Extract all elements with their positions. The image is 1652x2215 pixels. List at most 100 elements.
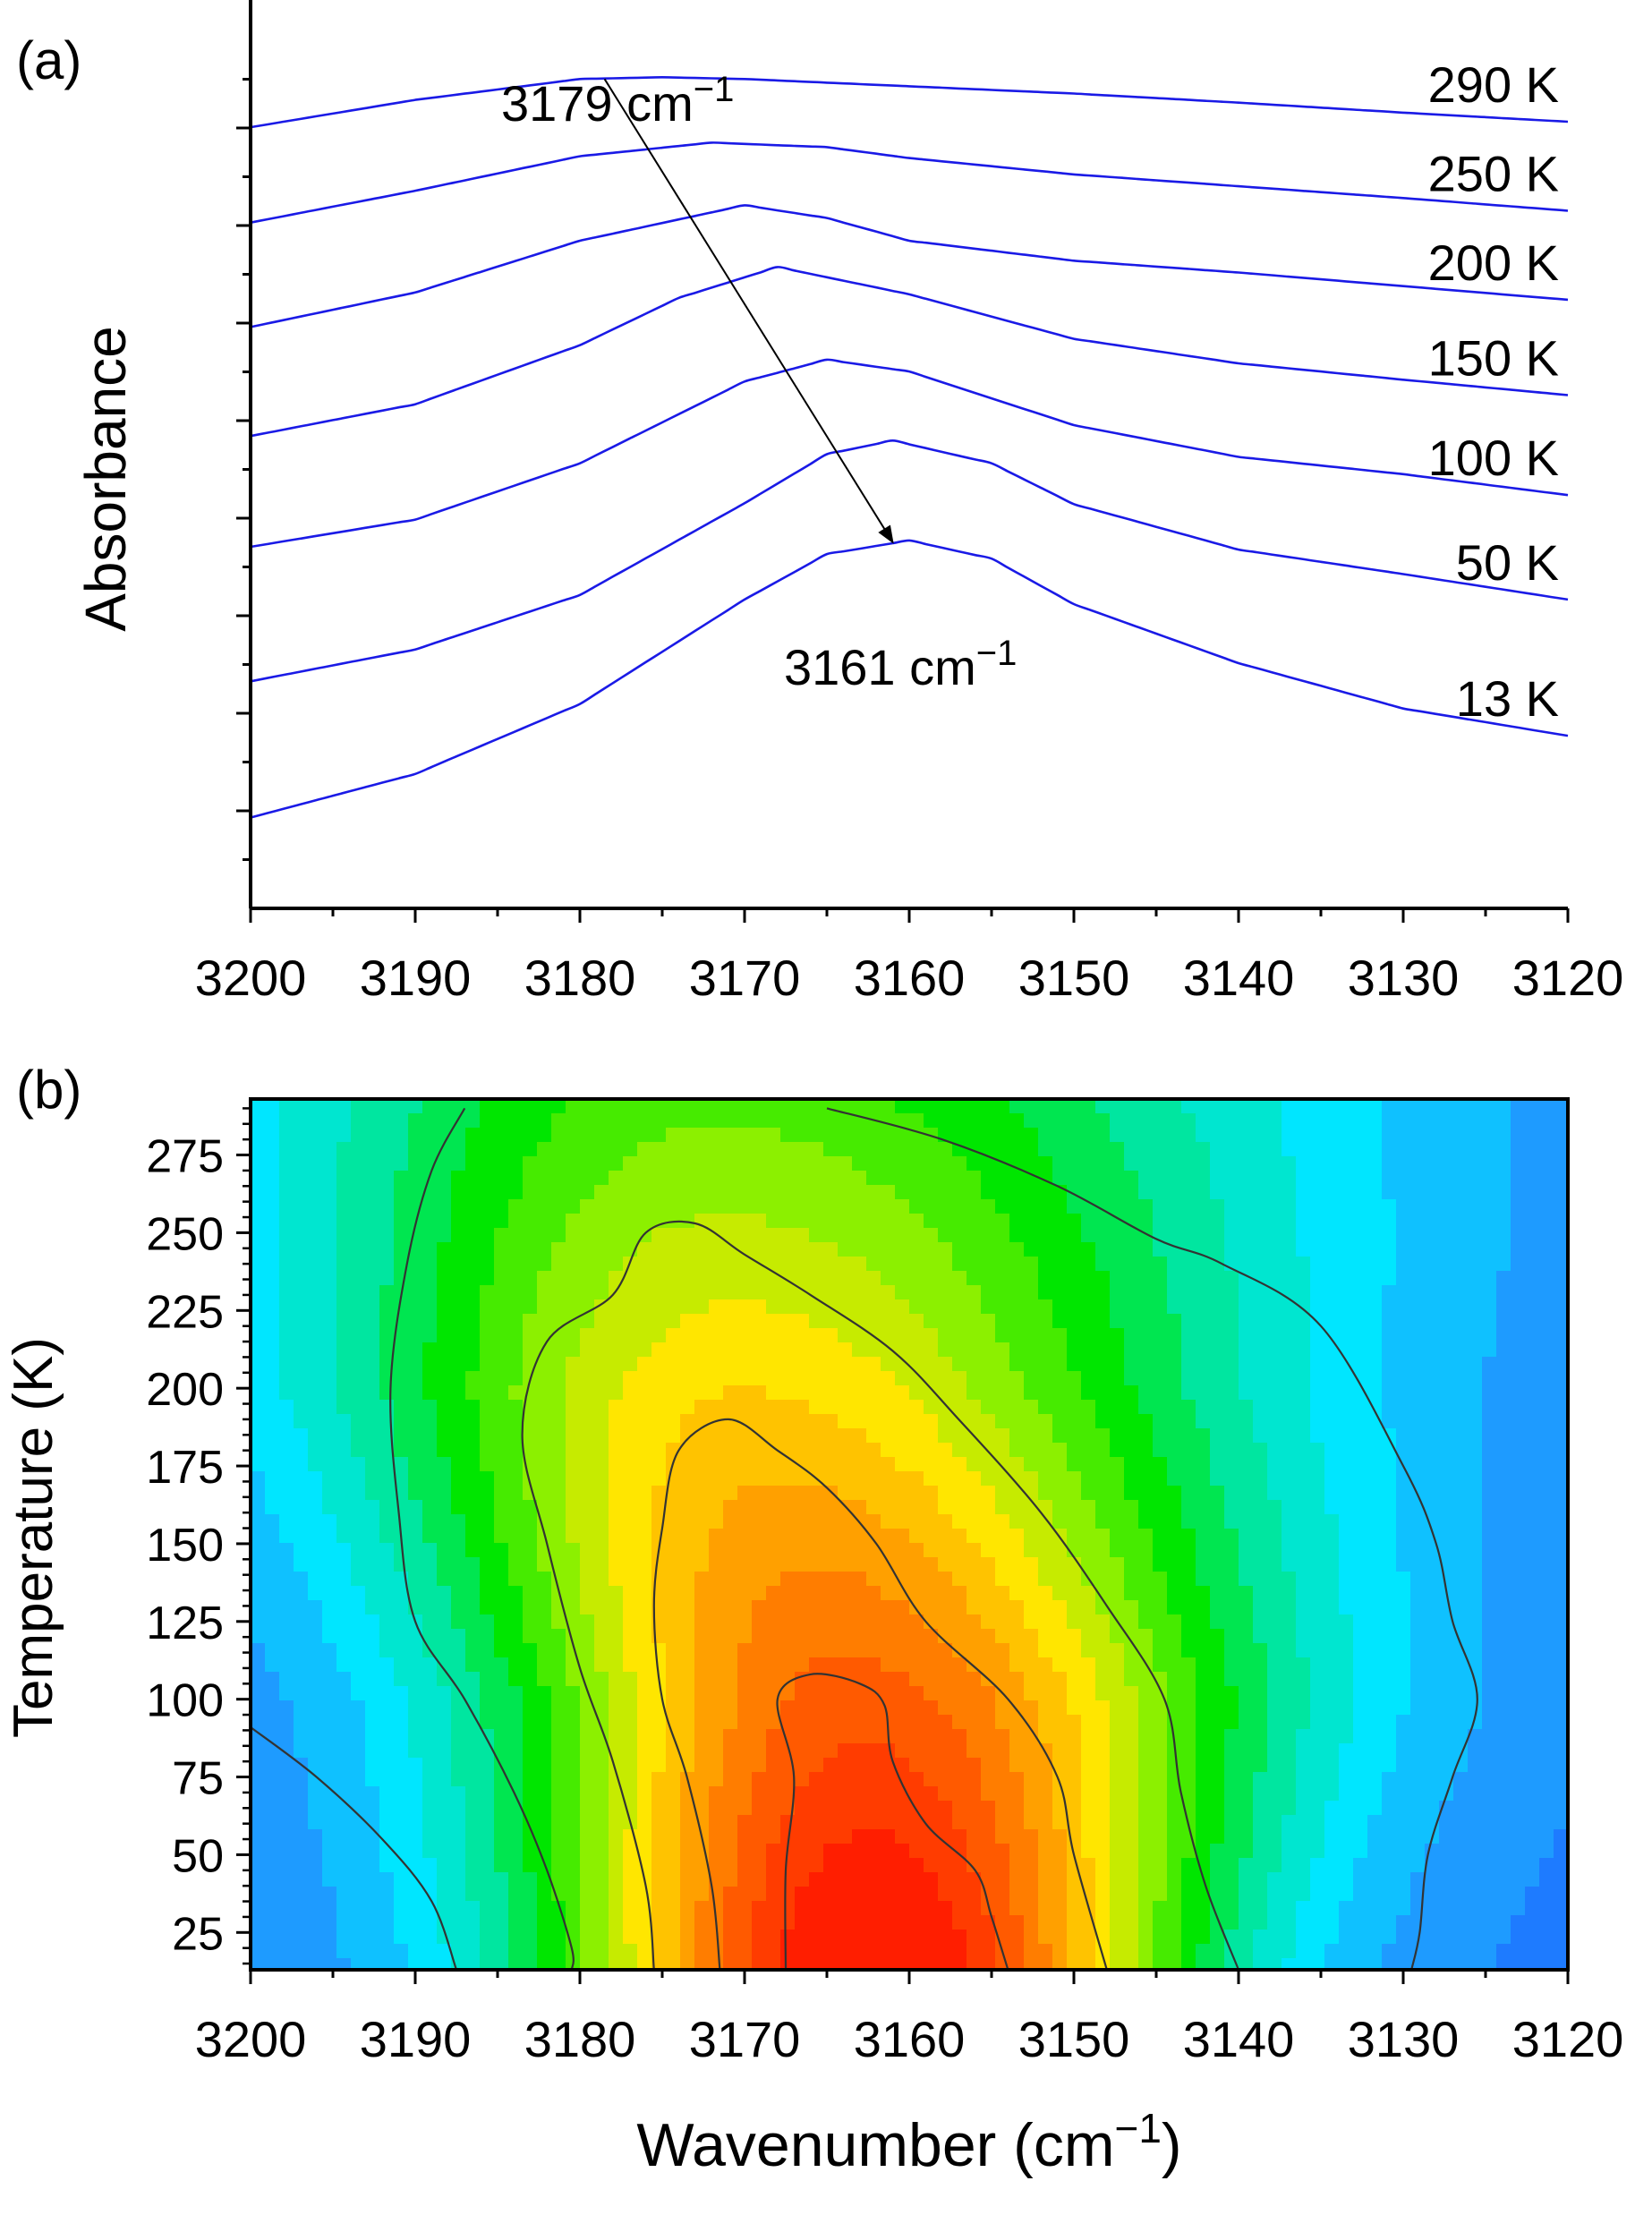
heatmap-cell (1196, 1457, 1211, 1472)
heatmap-cell (1496, 1443, 1511, 1458)
heatmap-cell (1024, 1600, 1039, 1615)
heatmap-cell (451, 1672, 466, 1687)
heatmap-cell (938, 1815, 953, 1830)
heatmap-cell (523, 1672, 538, 1687)
heatmap-cell (1067, 1514, 1082, 1529)
heatmap-cell (336, 1643, 352, 1658)
heatmap-cell (809, 1672, 824, 1687)
heatmap-cell (594, 1314, 609, 1329)
heatmap-cell (995, 1614, 1010, 1630)
heatmap-cell (723, 1371, 738, 1386)
heatmap-cell (451, 1156, 466, 1171)
heatmap-cell (623, 1500, 638, 1515)
heatmap-cell (1267, 1643, 1282, 1658)
heatmap-cell (265, 1500, 280, 1515)
heatmap-cell (1353, 1214, 1368, 1229)
heatmap-cell (852, 1786, 867, 1802)
heatmap-cell (1324, 1185, 1340, 1200)
heatmap-cell (895, 1672, 910, 1687)
heatmap-cell (566, 1700, 581, 1716)
heatmap-cell (938, 1299, 953, 1315)
heatmap-cell (924, 1657, 939, 1673)
heatmap-cell (1224, 1729, 1239, 1744)
heatmap-cell (523, 1328, 538, 1343)
heatmap-cell (551, 1299, 566, 1315)
heatmap-cell (1310, 1228, 1325, 1243)
heatmap-cell (1239, 1715, 1254, 1730)
heatmap-cell (566, 1242, 581, 1257)
heatmap-cell (1453, 1772, 1469, 1787)
heatmap-cell (1095, 1285, 1111, 1300)
heatmap-cell (422, 1801, 438, 1816)
heatmap-cell (1009, 1185, 1025, 1200)
heatmap-cell (1196, 1385, 1211, 1401)
heatmap-cell (480, 1400, 495, 1415)
heatmap-cell (1324, 1156, 1340, 1171)
heatmap-cell (752, 1342, 767, 1358)
heatmap-cell (909, 1858, 924, 1873)
heatmap-cell (465, 1471, 481, 1487)
heatmap-cell (1382, 1314, 1397, 1329)
heatmap-cell (709, 1314, 724, 1329)
heatmap-cell (1181, 1185, 1196, 1200)
heatmap-cell (1511, 1156, 1526, 1171)
heatmap-cell (1554, 1357, 1568, 1372)
heatmap-cell (967, 1185, 982, 1200)
heatmap-cell (1439, 1600, 1454, 1615)
heatmap-cell (1396, 1471, 1411, 1487)
heatmap-cell (1224, 1099, 1239, 1114)
heatmap-cell (580, 1242, 595, 1257)
heatmap-cell (1296, 1400, 1311, 1415)
heatmap-cell (1138, 1715, 1154, 1730)
heatmap-cell (637, 1285, 652, 1300)
heatmap-cell (1310, 1142, 1325, 1157)
heatmap-cell (537, 1729, 552, 1744)
heatmap-cell (379, 1529, 395, 1544)
heatmap-cell (1110, 1299, 1125, 1315)
heatmap-cell (580, 1572, 595, 1587)
heatmap-cell (580, 1643, 595, 1658)
heatmap-cell (1239, 1829, 1254, 1844)
heatmap-cell (336, 1557, 352, 1572)
heatmap-cell (1324, 1743, 1340, 1759)
heatmap-cell (1253, 1614, 1268, 1630)
heatmap-cell (365, 1457, 380, 1472)
heatmap-cell (637, 1486, 652, 1501)
heatmap-cell (1439, 1815, 1454, 1830)
heatmap-cell (823, 1514, 839, 1529)
heatmap-cell (909, 1500, 924, 1515)
heatmap-cell (1324, 1715, 1340, 1730)
heatmap-cell (1052, 1743, 1068, 1759)
heatmap-cell (1167, 1142, 1182, 1157)
heatmap-cell (709, 1586, 724, 1601)
heatmap-cell (651, 1428, 667, 1444)
heatmap-cell (251, 1572, 266, 1587)
heatmap-cell (752, 1357, 767, 1372)
heatmap-cell (580, 1156, 595, 1171)
heatmap-cell (265, 1801, 280, 1816)
heatmap-cell (823, 1142, 839, 1157)
heatmap-cell (981, 1786, 996, 1802)
heatmap-cell (651, 1443, 667, 1458)
heatmap-cell (881, 1543, 896, 1558)
heatmap-cell (952, 1643, 967, 1658)
heatmap-cell (379, 1185, 395, 1200)
heatmap-cell (694, 1228, 710, 1243)
heatmap-cell (566, 1614, 581, 1630)
heatmap-cell (308, 1428, 323, 1444)
heatmap-cell (251, 1099, 266, 1114)
heatmap-cell (1167, 1500, 1182, 1515)
heatmap-cell (1009, 1299, 1025, 1315)
heatmap-cell (623, 1557, 638, 1572)
heatmap-cell (981, 1844, 996, 1859)
heatmap-cell (422, 1514, 438, 1529)
heatmap-cell (365, 1686, 380, 1701)
heatmap-cell (1038, 1156, 1053, 1171)
heatmap-cell (1439, 1428, 1454, 1444)
heatmap-cell (924, 1443, 939, 1458)
heatmap-cell (265, 1486, 280, 1501)
heatmap-cell (909, 1271, 924, 1286)
heatmap-cell (379, 1686, 395, 1701)
heatmap-cell (1453, 1801, 1469, 1816)
heatmap-cell (1339, 1128, 1354, 1143)
